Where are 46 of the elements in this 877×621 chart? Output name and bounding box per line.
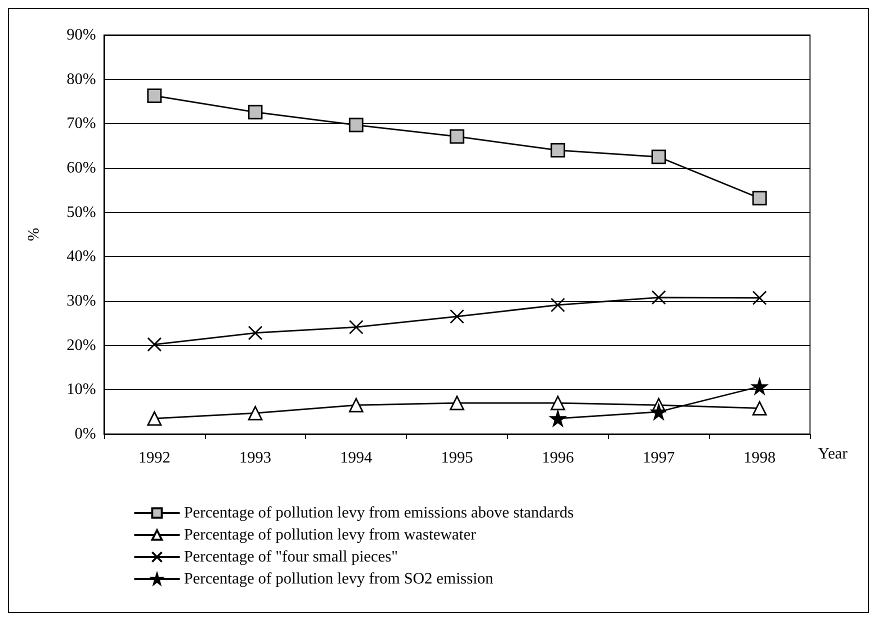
point — [147, 411, 162, 426]
legend-label: Percentage of pollution levy from emissions above standards — [184, 504, 574, 522]
legend-label: Percentage of pollution levy from wastewater — [184, 526, 477, 544]
point — [248, 326, 263, 340]
point — [651, 150, 666, 164]
point — [450, 129, 464, 144]
y-tick-label: 0% — [74, 426, 96, 442]
x-axis-title: Year — [818, 446, 848, 462]
point — [450, 309, 464, 324]
y-tick-label: 60% — [66, 160, 96, 176]
y-tick-label: 10% — [66, 381, 96, 398]
point — [752, 401, 767, 416]
x-tick-label: 1992 — [138, 450, 170, 466]
x-tick-label: 1995 — [441, 450, 473, 466]
x-tick-label: 1993 — [239, 450, 272, 466]
point — [348, 398, 364, 412]
point — [752, 190, 767, 206]
x-tick-label: 1994 — [340, 450, 372, 466]
y-tick-label: 70% — [66, 115, 96, 132]
point — [651, 290, 666, 305]
legend-label: Percentage of "four small pieces" — [184, 548, 398, 566]
point — [650, 404, 666, 420]
point — [348, 118, 364, 132]
point — [248, 406, 263, 420]
point — [550, 143, 566, 158]
point — [752, 378, 768, 394]
point — [248, 104, 263, 120]
point — [752, 290, 767, 306]
point — [450, 396, 464, 410]
point — [550, 410, 566, 426]
point — [147, 337, 162, 352]
x-tick-label: 1998 — [744, 450, 776, 466]
y-tick-label: 30% — [66, 292, 96, 310]
x-tick-label: 1997 — [642, 450, 675, 466]
point — [348, 320, 364, 334]
y-tick-label: 20% — [66, 336, 96, 354]
point — [147, 88, 162, 103]
y-axis-title: % — [26, 228, 42, 242]
y-tick-label: 50% — [66, 204, 96, 221]
y-tick-label: 80% — [66, 70, 96, 88]
point — [550, 298, 566, 312]
y-tick-label: 40% — [66, 248, 96, 266]
x-tick-label: 1996 — [542, 450, 574, 466]
legend-label: Percentage of pollution levy from SO2 emission — [184, 570, 494, 588]
point — [550, 396, 566, 410]
y-tick-label: 90% — [66, 26, 96, 44]
